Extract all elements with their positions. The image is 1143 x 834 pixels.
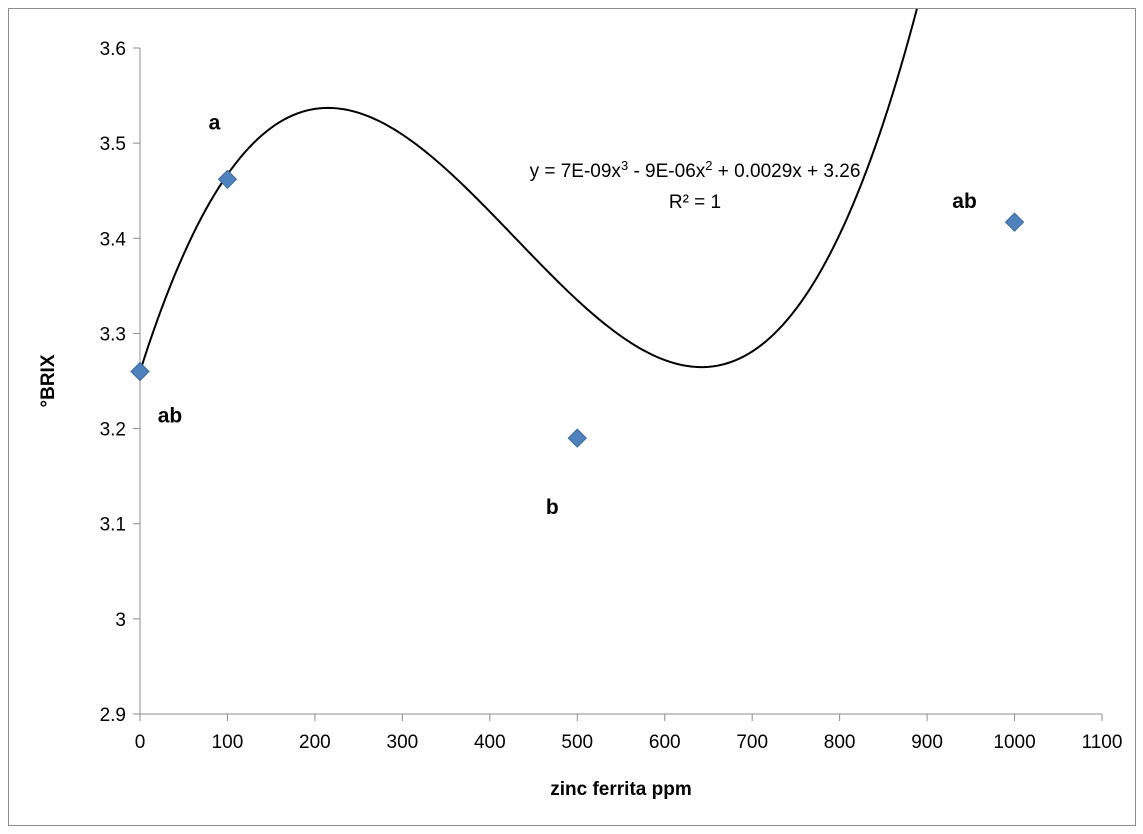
x-tick-label: 1100 — [1082, 732, 1123, 753]
x-tick-label: 400 — [474, 732, 506, 753]
point-significance-label: ab — [952, 190, 977, 213]
chart-svg: 0 100 200 300 400 500 600 700 800 900 1000 1100 2.9… — [38, 9, 1123, 800]
trendline-curve — [139, 9, 918, 372]
point-significance-label: ab — [158, 404, 183, 427]
x-tick-label: 200 — [299, 732, 331, 753]
trendline-equation: y = 7E-09x3 - 9E-06x2 + 0.0029x + 3.26 — [530, 158, 861, 182]
y-tick-label: 3.3 — [100, 324, 126, 345]
x-tick-label: 800 — [824, 732, 856, 753]
data-point-marker — [217, 169, 238, 190]
data-point-marker — [1004, 212, 1025, 232]
point-significance-label: b — [546, 496, 559, 519]
y-tick-label: 3.6 — [100, 39, 126, 60]
x-axis-title: zinc ferrita ppm — [550, 779, 691, 800]
data-points — [130, 169, 1025, 448]
x-tick-label: 300 — [387, 732, 419, 753]
data-point-marker — [130, 361, 150, 382]
y-tick-label: 2.9 — [100, 705, 126, 726]
y-tick-label: 3.5 — [100, 134, 126, 155]
axes — [139, 48, 1102, 715]
y-tick-label: 3.4 — [100, 229, 127, 250]
y-tick-label: 3.1 — [100, 515, 126, 536]
x-tick-label: 0 — [135, 732, 146, 753]
x-tick-label: 600 — [649, 732, 681, 753]
trendline-r-squared: R² = 1 — [669, 192, 721, 213]
x-tick-label: 100 — [212, 732, 244, 753]
y-axis-title: °BRIX — [38, 354, 59, 407]
chart-area: 0 100 200 300 400 500 600 700 800 900 1000 1100 2.9… — [8, 8, 1136, 826]
x-tick-label: 900 — [911, 732, 943, 753]
point-significance-label: a — [209, 111, 221, 134]
y-tick-label: 3 — [115, 610, 126, 631]
y-tick-label: 3.2 — [100, 420, 126, 441]
data-point-marker — [567, 428, 587, 448]
y-ticks: 2.9 3 3.1 3.2 3.3 3.4 3.5 3.6 — [100, 39, 140, 726]
x-tick-label: 1000 — [993, 732, 1035, 753]
x-tick-label: 700 — [736, 732, 768, 753]
x-ticks: 0 100 200 300 400 500 600 700 800 900 1000 1100 — [135, 714, 1123, 753]
x-tick-label: 500 — [561, 732, 593, 753]
